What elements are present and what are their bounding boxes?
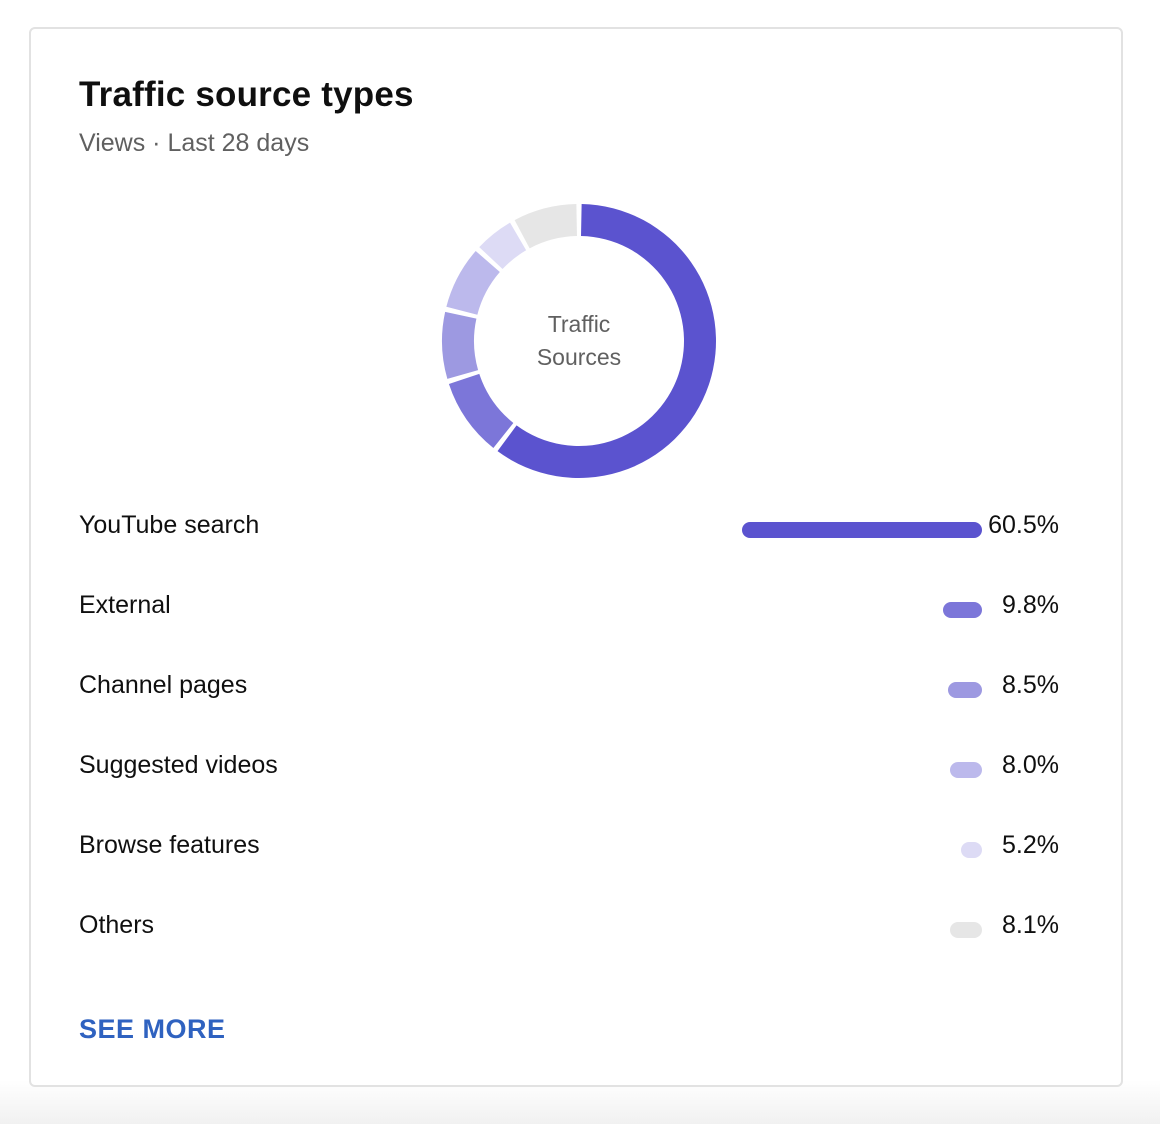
card-title: Traffic source types bbox=[79, 75, 414, 114]
source-bar-track bbox=[639, 762, 982, 778]
page-bottom-shadow bbox=[0, 1080, 1160, 1124]
source-row-channel-pages[interactable]: Channel pages 8.5% bbox=[79, 647, 1079, 727]
source-row-browse-features[interactable]: Browse features 5.2% bbox=[79, 807, 1079, 887]
source-value: 8.5% bbox=[1002, 671, 1059, 699]
source-bar bbox=[961, 842, 982, 858]
source-bar-track bbox=[639, 682, 982, 698]
source-bar-track bbox=[639, 602, 982, 618]
donut-svg bbox=[442, 204, 716, 478]
source-label: YouTube search bbox=[79, 511, 260, 539]
source-row-youtube-search[interactable]: YouTube search 60.5% bbox=[79, 487, 1079, 567]
source-bar-track bbox=[639, 922, 982, 938]
source-bar bbox=[950, 762, 982, 778]
traffic-donut-chart: Traffic Sources bbox=[441, 203, 717, 479]
source-value: 5.2% bbox=[1002, 831, 1059, 859]
source-row-others[interactable]: Others 8.1% bbox=[79, 887, 1079, 967]
source-row-external[interactable]: External 9.8% bbox=[79, 567, 1079, 647]
source-value: 9.8% bbox=[1002, 591, 1059, 619]
source-bar-track bbox=[639, 522, 982, 538]
traffic-source-types-card: Traffic source types Views · Last 28 day… bbox=[29, 27, 1123, 1087]
source-label: Suggested videos bbox=[79, 751, 278, 779]
source-bar-track bbox=[639, 842, 982, 858]
source-bar bbox=[943, 602, 982, 618]
donut-segment-browse-features[interactable] bbox=[479, 222, 527, 270]
donut-segment-suggested-videos[interactable] bbox=[446, 250, 500, 315]
source-bar bbox=[742, 522, 982, 538]
source-bar bbox=[949, 922, 982, 938]
source-label: Channel pages bbox=[79, 671, 248, 699]
source-bar bbox=[948, 682, 982, 698]
donut-segment-youtube-search[interactable] bbox=[497, 204, 716, 478]
donut-center-line2: Sources bbox=[536, 344, 622, 370]
donut-center-line1: Traffic bbox=[547, 311, 611, 337]
card-subtitle: Views · Last 28 days bbox=[79, 129, 310, 157]
donut-segment-others[interactable] bbox=[514, 204, 577, 249]
traffic-source-list: YouTube search 60.5% External 9.8% Chann… bbox=[79, 487, 1079, 967]
donut-center-label: Traffic Sources bbox=[441, 203, 717, 479]
source-label: Others bbox=[79, 911, 155, 939]
source-value: 8.1% bbox=[1002, 911, 1059, 939]
source-value: 60.5% bbox=[988, 511, 1059, 539]
source-label: External bbox=[79, 591, 171, 619]
donut-segment-channel-pages[interactable] bbox=[442, 311, 479, 379]
source-value: 8.0% bbox=[1002, 751, 1059, 779]
source-label: Browse features bbox=[79, 831, 260, 859]
see-more-link[interactable]: SEE MORE bbox=[79, 1014, 226, 1044]
source-row-suggested-videos[interactable]: Suggested videos 8.0% bbox=[79, 727, 1079, 807]
donut-segment-external[interactable] bbox=[448, 373, 514, 448]
